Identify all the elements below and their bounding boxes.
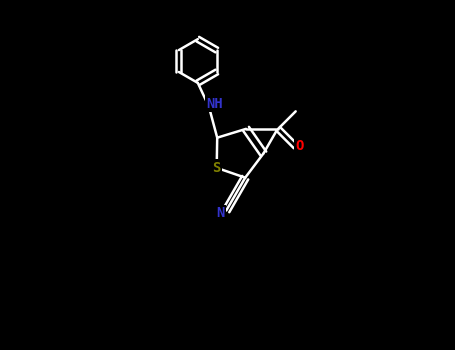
Text: S: S [212, 161, 221, 175]
Text: N: N [216, 206, 225, 220]
Text: NH: NH [207, 97, 223, 111]
Text: O: O [296, 139, 304, 153]
